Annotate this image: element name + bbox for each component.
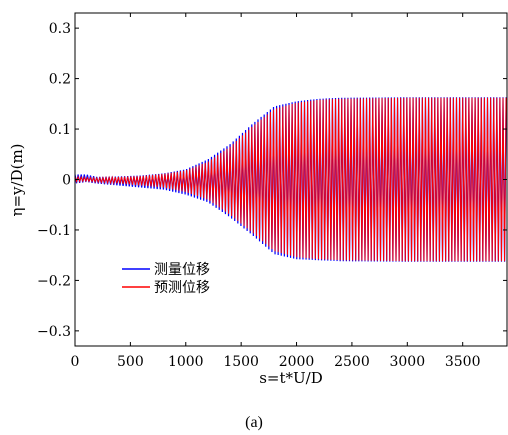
y-tick-label: 0.2: [49, 72, 71, 88]
x-axis-title: s=t*U/D: [259, 369, 323, 387]
y-tick-label: 0: [62, 173, 71, 189]
y-tick-label: −0.2: [37, 273, 71, 289]
x-tick-label: 500: [117, 354, 144, 370]
y-axis-title: η=y/D(m): [8, 143, 26, 216]
legend: 测量位移 预测位移: [122, 262, 210, 296]
x-tick-label: 3500: [445, 354, 481, 370]
x-tick-label: 0: [71, 354, 80, 370]
x-tick-label: 1500: [223, 354, 259, 370]
x-tick-label: 1000: [168, 354, 204, 370]
y-tick-label: −0.1: [37, 223, 71, 239]
series-predicted-line: [75, 97, 507, 262]
y-axis: 0.3 0.2 0.1 0 −0.1 −0.2 −0.3: [37, 21, 507, 340]
x-axis: 0 500 1000 1500 2000 2500 3000 3500: [71, 13, 481, 370]
series-layer: [75, 97, 507, 262]
figure-caption: (a): [245, 414, 263, 431]
legend-label-predicted: 预测位移: [154, 280, 210, 296]
x-tick-label: 3000: [389, 354, 425, 370]
y-tick-label: 0.1: [49, 122, 71, 138]
y-tick-label: 0.3: [49, 21, 71, 37]
legend-label-measured: 测量位移: [154, 262, 210, 278]
y-tick-label: −0.3: [37, 324, 71, 340]
x-tick-label: 2000: [279, 354, 315, 370]
x-tick-label: 2500: [334, 354, 370, 370]
